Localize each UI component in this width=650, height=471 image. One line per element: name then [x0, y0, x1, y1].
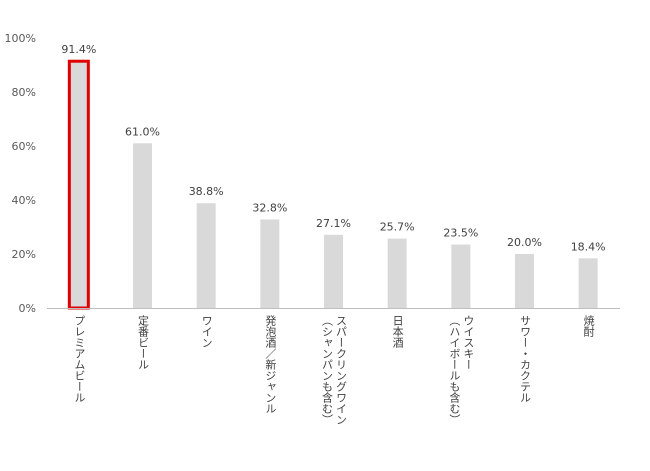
x-category-label-line: 発泡酒／新ジャンル: [263, 315, 277, 414]
y-tick-label: 40%: [12, 194, 36, 207]
bar: [196, 203, 216, 308]
bar: [67, 59, 90, 310]
x-category-label-line: サワー・カクテル: [518, 315, 532, 403]
x-category-label-line: （シャンパンも含む）: [320, 315, 334, 425]
data-label: 20.0%: [507, 236, 542, 249]
bar: [451, 244, 471, 308]
x-category-label: ウイスキー （ハイボールも含む）: [447, 315, 475, 425]
y-tick-label: 0%: [19, 302, 36, 315]
x-category-label-line: 日本酒: [391, 315, 405, 348]
bar: [515, 254, 534, 308]
bar: [260, 219, 280, 308]
x-category-label-line: ワイン: [200, 315, 214, 348]
data-label: 27.1%: [316, 217, 351, 230]
bar: [133, 143, 152, 308]
y-tick-label: 100%: [5, 32, 36, 45]
x-category-label-line: プレミアムビール: [72, 315, 86, 403]
x-category-label: スパークリングワイン （シャンパンも含む）: [320, 315, 348, 425]
x-category-label: 発泡酒／新ジャンル: [263, 315, 277, 414]
x-category-label: サワー・カクテル: [518, 315, 532, 403]
data-label: 32.8%: [252, 201, 287, 214]
bar: [387, 238, 407, 308]
data-label: 25.7%: [380, 221, 415, 234]
data-labels: 91.4% 61.0% 38.8% 32.8% 27.1% 25.7% 23.5% 20.0%…: [61, 43, 605, 253]
data-label: 38.8%: [189, 185, 224, 198]
x-category-label: 定番ビール: [136, 315, 150, 370]
x-category-label: プレミアムビール: [72, 315, 86, 403]
data-label: 18.4%: [571, 240, 606, 253]
x-category-label-line: 定番ビール: [136, 315, 150, 370]
bars: [67, 59, 598, 310]
x-category-label-line: スパークリングワイン: [334, 315, 348, 425]
bar: [324, 234, 343, 308]
x-category-label: ワイン: [199, 315, 213, 348]
x-category-label-line: ウイスキー: [461, 315, 475, 370]
x-category-label: 焼酎: [581, 315, 595, 337]
y-tick-label: 20%: [12, 248, 36, 261]
bar: [578, 258, 598, 308]
y-tick-label: 80%: [12, 86, 36, 99]
data-label: 61.0%: [125, 125, 160, 138]
x-category-label-line: 焼酎: [582, 315, 596, 337]
x-category-label: 日本酒: [390, 315, 404, 348]
y-tick-label: 60%: [12, 140, 36, 153]
x-category-label-line: （ハイボールも含む）: [447, 315, 461, 425]
y-axis-ticks: 0% 20% 40% 60% 80% 100%: [5, 32, 36, 315]
data-label: 91.4%: [61, 43, 96, 56]
data-label: 23.5%: [443, 227, 478, 240]
